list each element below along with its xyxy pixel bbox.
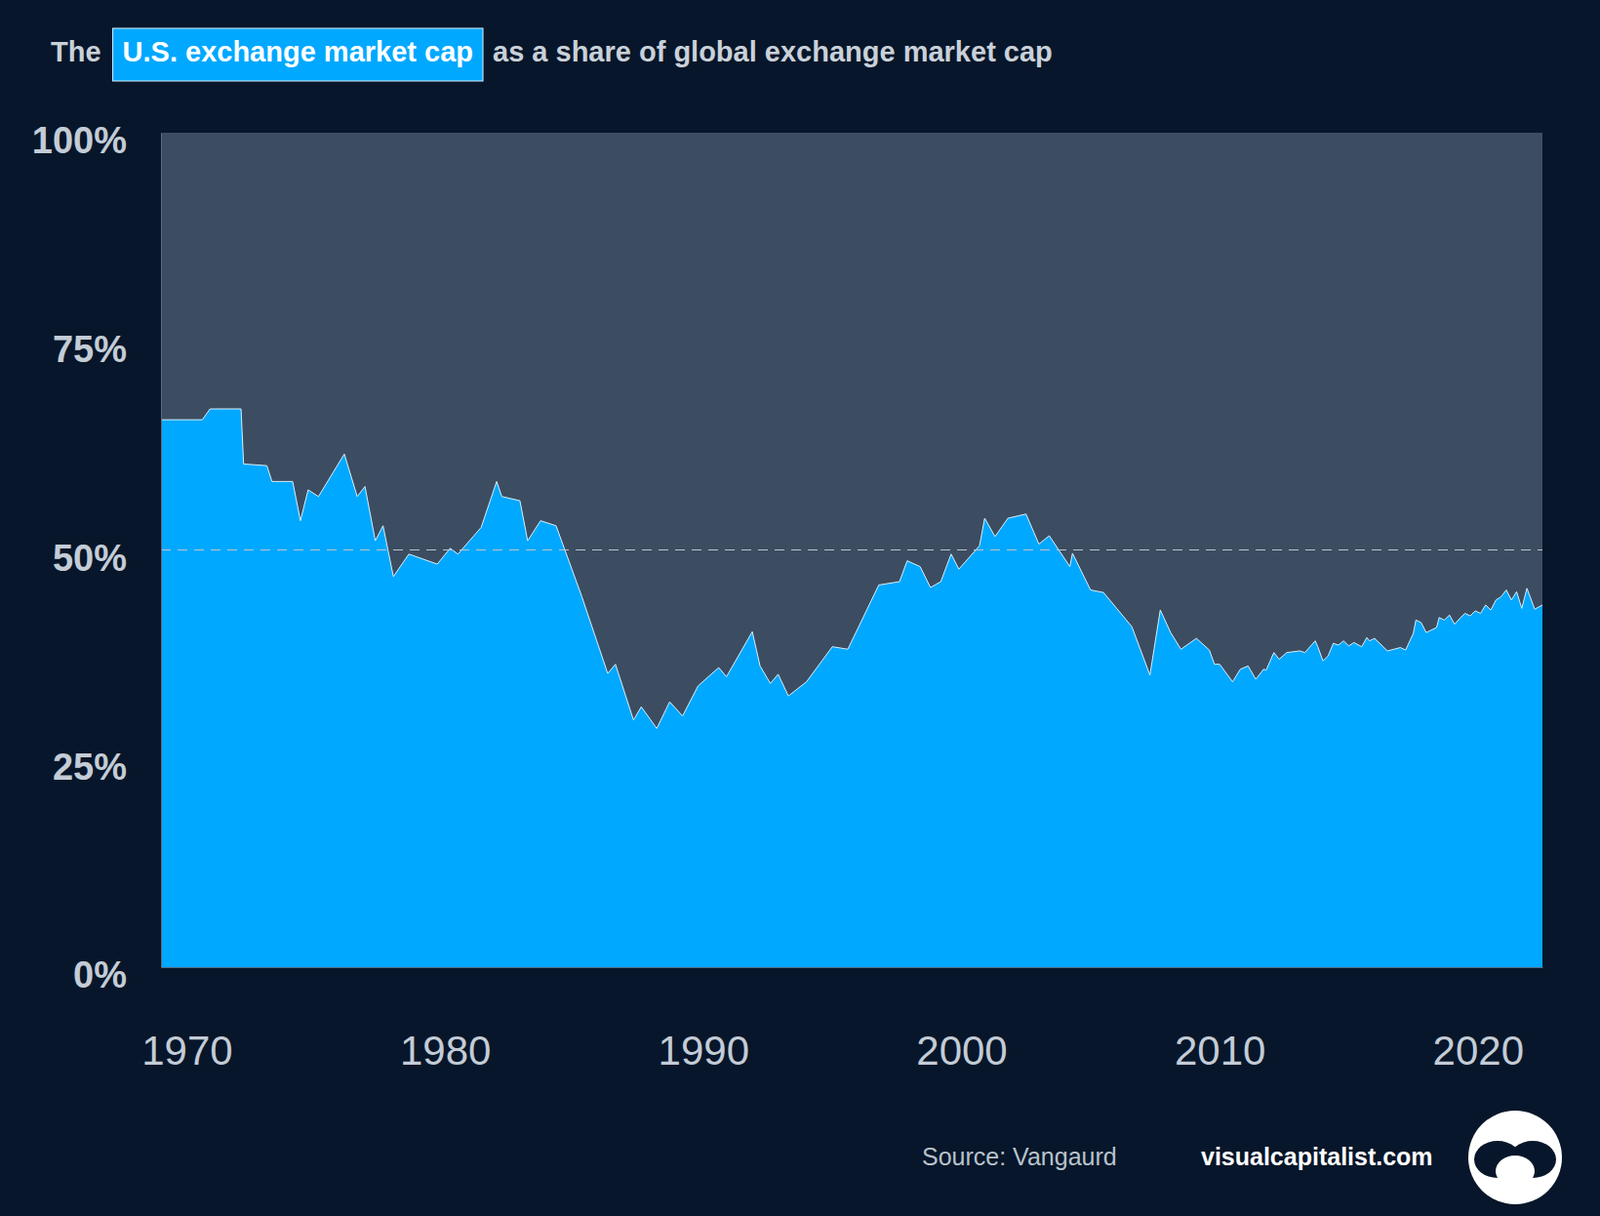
logo [1468, 1110, 1562, 1204]
logo-shape [1495, 1155, 1535, 1187]
x-axis-line [161, 966, 1544, 968]
x-tick: 1970 [141, 966, 233, 1074]
title-text: as a share of global exchange market cap [492, 36, 1053, 68]
y-axis-line [160, 133, 162, 968]
y-tick-label: 100% [32, 120, 127, 161]
site: visualcapitalist.com [1200, 1142, 1434, 1170]
background [0, 0, 1600, 1216]
x-tick-label: 1990 [658, 1027, 750, 1074]
plot-background [160, 132, 1543, 967]
x-tick-label: 2010 [1174, 1027, 1266, 1074]
y-tick: 100% [32, 120, 161, 161]
y-tick-label: 50% [52, 537, 127, 579]
y-tick: 75% [52, 328, 161, 370]
x-tick: 1980 [400, 966, 491, 1074]
chart: The U.S. exchange market cap as a share of… [0, 0, 1600, 1216]
x-tick: 2010 [1174, 966, 1266, 1074]
y-tick-label: 0% [73, 954, 127, 996]
title: The U.S. exchange market cap as a share of… [50, 28, 1053, 81]
logo-circle [1468, 1110, 1562, 1204]
x-tick-label: 2020 [1433, 1027, 1524, 1074]
x-tick-label: 1970 [141, 1027, 233, 1074]
x-tick: 1990 [658, 966, 750, 1074]
area [160, 408, 1543, 967]
source: Source: Vangaurd [921, 1142, 1118, 1170]
title-text: The [50, 36, 102, 68]
x-tick-label: 1980 [400, 1027, 491, 1074]
reference-line [160, 549, 1543, 551]
y-tick-label: 75% [52, 328, 127, 370]
plot-area [160, 408, 1543, 967]
y-tick: 25% [52, 746, 161, 788]
y-axis: 0% 25% 50% 75% 100% [32, 120, 162, 996]
y-tick: 0% [73, 954, 161, 996]
x-tick-label: 2000 [916, 1027, 1007, 1074]
y-tick: 50% [52, 537, 161, 579]
y-tick-label: 25% [52, 746, 127, 788]
x-tick: 2000 [916, 966, 1007, 1074]
title-highlight [113, 28, 483, 81]
title-highlight-text: U.S. exchange market cap [122, 36, 474, 68]
x-tick: 2020 [1433, 966, 1524, 1074]
x-axis: 1970 1980 1990 2000 2010 2020 [141, 966, 1543, 1074]
area-outline [160, 408, 1543, 728]
